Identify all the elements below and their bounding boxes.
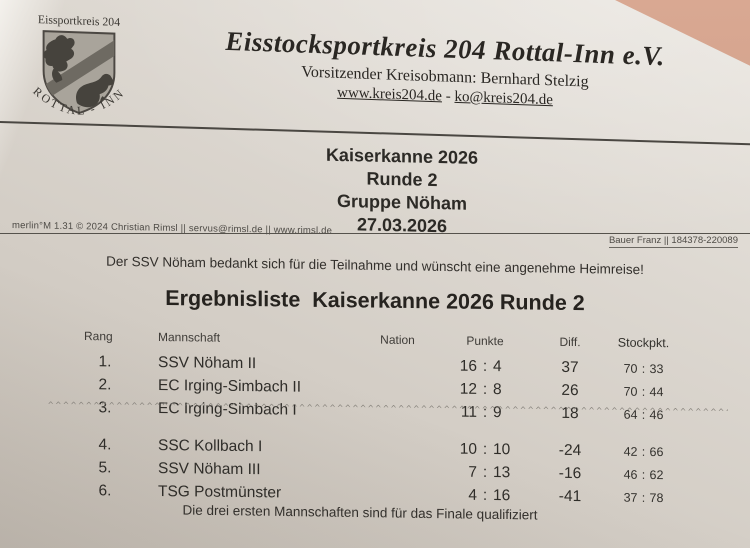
- punkte-colon: :: [482, 486, 488, 504]
- cell-punkte: 4:16: [435, 486, 535, 505]
- punkte-lost: 4: [493, 357, 502, 375]
- stock-for: 70: [623, 361, 638, 376]
- cell-stockpkt: 37:78: [605, 490, 682, 505]
- meta-divider-rule: [0, 233, 750, 234]
- cell-mannschaft: SSC Kollbach I: [158, 436, 263, 455]
- col-header-diff: Diff.: [559, 334, 581, 350]
- email-link: ko@kreis204.de: [454, 88, 553, 109]
- stock-for: 42: [623, 444, 638, 459]
- col-header-rang: Rang: [84, 329, 113, 344]
- crest-top-label: Eissportkreis 204: [38, 12, 120, 29]
- col-header-stockpkt: Stockpkt.: [617, 335, 670, 351]
- cell-punkte: 10:10: [435, 440, 535, 459]
- stock-colon: :: [641, 384, 646, 399]
- letterhead: Eissportkreis 204 ROTTAL - INN Eisstocks…: [0, 6, 750, 152]
- punkte-won: 12: [459, 380, 477, 398]
- cell-diff: -16: [558, 464, 582, 482]
- cell-diff: -41: [558, 487, 582, 505]
- punkte-colon: :: [482, 380, 488, 398]
- stock-colon: :: [641, 444, 646, 459]
- punkte-won: 16: [459, 357, 477, 375]
- stock-against: 44: [649, 384, 664, 399]
- cell-diff: 26: [561, 381, 579, 399]
- punkte-lost: 13: [493, 463, 511, 481]
- punkte-lost: 10: [493, 440, 511, 458]
- punkte-won: 7: [468, 463, 477, 481]
- stock-against: 33: [649, 361, 664, 376]
- punkte-colon: :: [482, 463, 488, 481]
- cell-mannschaft: SSV Nöham III: [158, 459, 261, 478]
- cell-mannschaft: TSG Postmünster: [158, 482, 282, 501]
- col-header-nation: Nation: [380, 332, 415, 348]
- stock-against: 66: [649, 444, 664, 459]
- stock-for: 70: [623, 384, 638, 399]
- cell-nation: [360, 471, 435, 472]
- cell-punkte: 7:13: [435, 463, 535, 482]
- letterhead-text: Eisstocksportkreis 204 Rottal-Inn e.V. V…: [150, 23, 740, 116]
- cell-nation: [360, 365, 435, 366]
- cell-diff: -24: [558, 441, 582, 459]
- stock-colon: :: [641, 490, 646, 505]
- stock-colon: :: [641, 361, 646, 376]
- cell-nation: [360, 448, 435, 449]
- col-header-mannschaft: Mannschaft: [158, 329, 221, 345]
- punkte-lost: 16: [493, 486, 511, 504]
- cell-nation: [360, 494, 435, 495]
- cell-punkte: 12:8: [435, 380, 535, 399]
- cell-rang: 5.: [98, 458, 112, 476]
- stock-against: 78: [649, 490, 664, 505]
- punkte-colon: :: [482, 440, 488, 458]
- stock-for: 46: [623, 467, 638, 482]
- link-separator: -: [441, 88, 455, 105]
- referee-id: Bauer Franz || 184378-220089: [608, 235, 738, 248]
- cell-rang: 1.: [98, 352, 112, 370]
- cell-stockpkt: 46:62: [605, 467, 682, 482]
- table-header-row: Rang Mannschaft Nation Punkte Diff. Stoc…: [80, 326, 682, 353]
- cell-stockpkt: 42:66: [605, 444, 682, 459]
- cell-diff: 37: [561, 358, 579, 376]
- cell-punkte: 16:4: [435, 357, 535, 376]
- stock-for: 37: [623, 490, 638, 505]
- cell-mannschaft: SSV Nöham II: [158, 353, 257, 372]
- cell-rang: 2.: [98, 375, 112, 393]
- stock-colon: :: [641, 467, 646, 482]
- punkte-won: 4: [468, 486, 477, 504]
- crest-diagonal-band: [43, 37, 115, 104]
- thanks-message: Der SSV Nöham bedankt sich für die Teiln…: [106, 253, 644, 278]
- cell-stockpkt: 70:44: [605, 384, 682, 399]
- stock-against: 62: [649, 467, 664, 482]
- punkte-colon: :: [482, 357, 488, 375]
- results-title: Ergebnisliste Kaiserkanne 2026 Runde 2: [165, 286, 585, 316]
- lion-figure: [43, 35, 75, 83]
- cell-rang: 4.: [98, 435, 112, 453]
- col-header-punkte: Punkte: [466, 333, 504, 349]
- cell-rang: 6.: [98, 481, 112, 499]
- cell-nation: [360, 388, 435, 389]
- punkte-won: 10: [459, 440, 477, 458]
- cell-mannschaft: EC Irging-Simbach II: [158, 376, 301, 396]
- punkte-lost: 8: [493, 380, 502, 398]
- website-link: www.kreis204.de: [337, 84, 442, 105]
- club-crest-logo: Eissportkreis 204 ROTTAL - INN: [30, 12, 127, 119]
- cell-stockpkt: 70:33: [605, 361, 682, 376]
